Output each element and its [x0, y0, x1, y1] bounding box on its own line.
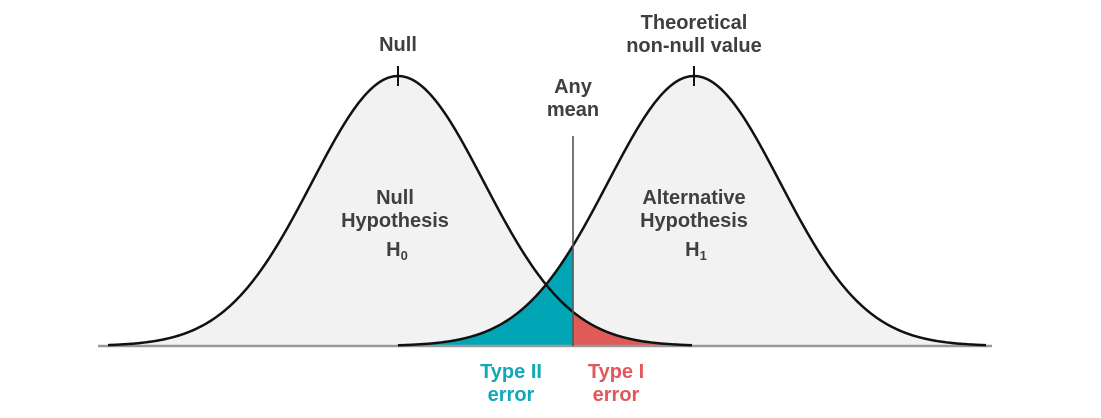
alt-h-subscript: 1 — [700, 248, 707, 263]
any-mean-label-line1: Any — [554, 76, 593, 98]
alternative-distribution-curve — [397, 74, 987, 347]
type-i-error-region — [573, 311, 692, 346]
alt-hypothesis-label-line1: Alternative — [642, 187, 745, 209]
any-mean-label-line2: mean — [547, 99, 599, 121]
null-h-subscript: 0 — [401, 248, 408, 263]
null-distribution-curve — [107, 74, 693, 347]
theoretical-label-line2: non-null value — [626, 35, 762, 57]
null-distribution-fill — [108, 76, 692, 346]
alternative-distribution-fill — [398, 76, 986, 346]
type-i-error-label-line1: Type I — [588, 361, 644, 383]
type-ii-error-region — [398, 245, 573, 346]
theoretical-label-line1: Theoretical — [641, 12, 748, 34]
alt-h-letter: H — [685, 239, 699, 261]
null-h-letter: H — [386, 239, 400, 261]
null-marker-label: Null — [379, 34, 417, 56]
null-hypothesis-label-line2: Hypothesis — [341, 210, 449, 232]
type-i-error-label-line2: error — [593, 384, 640, 406]
type-ii-error-label-line1: Type II — [480, 361, 542, 383]
alt-hypothesis-symbol: H1 — [685, 239, 707, 263]
null-hypothesis-label-line1: Null — [376, 187, 414, 209]
null-hypothesis-symbol: H0 — [386, 239, 408, 263]
type-ii-error-label-line2: error — [488, 384, 535, 406]
alt-hypothesis-label-line2: Hypothesis — [640, 210, 748, 232]
